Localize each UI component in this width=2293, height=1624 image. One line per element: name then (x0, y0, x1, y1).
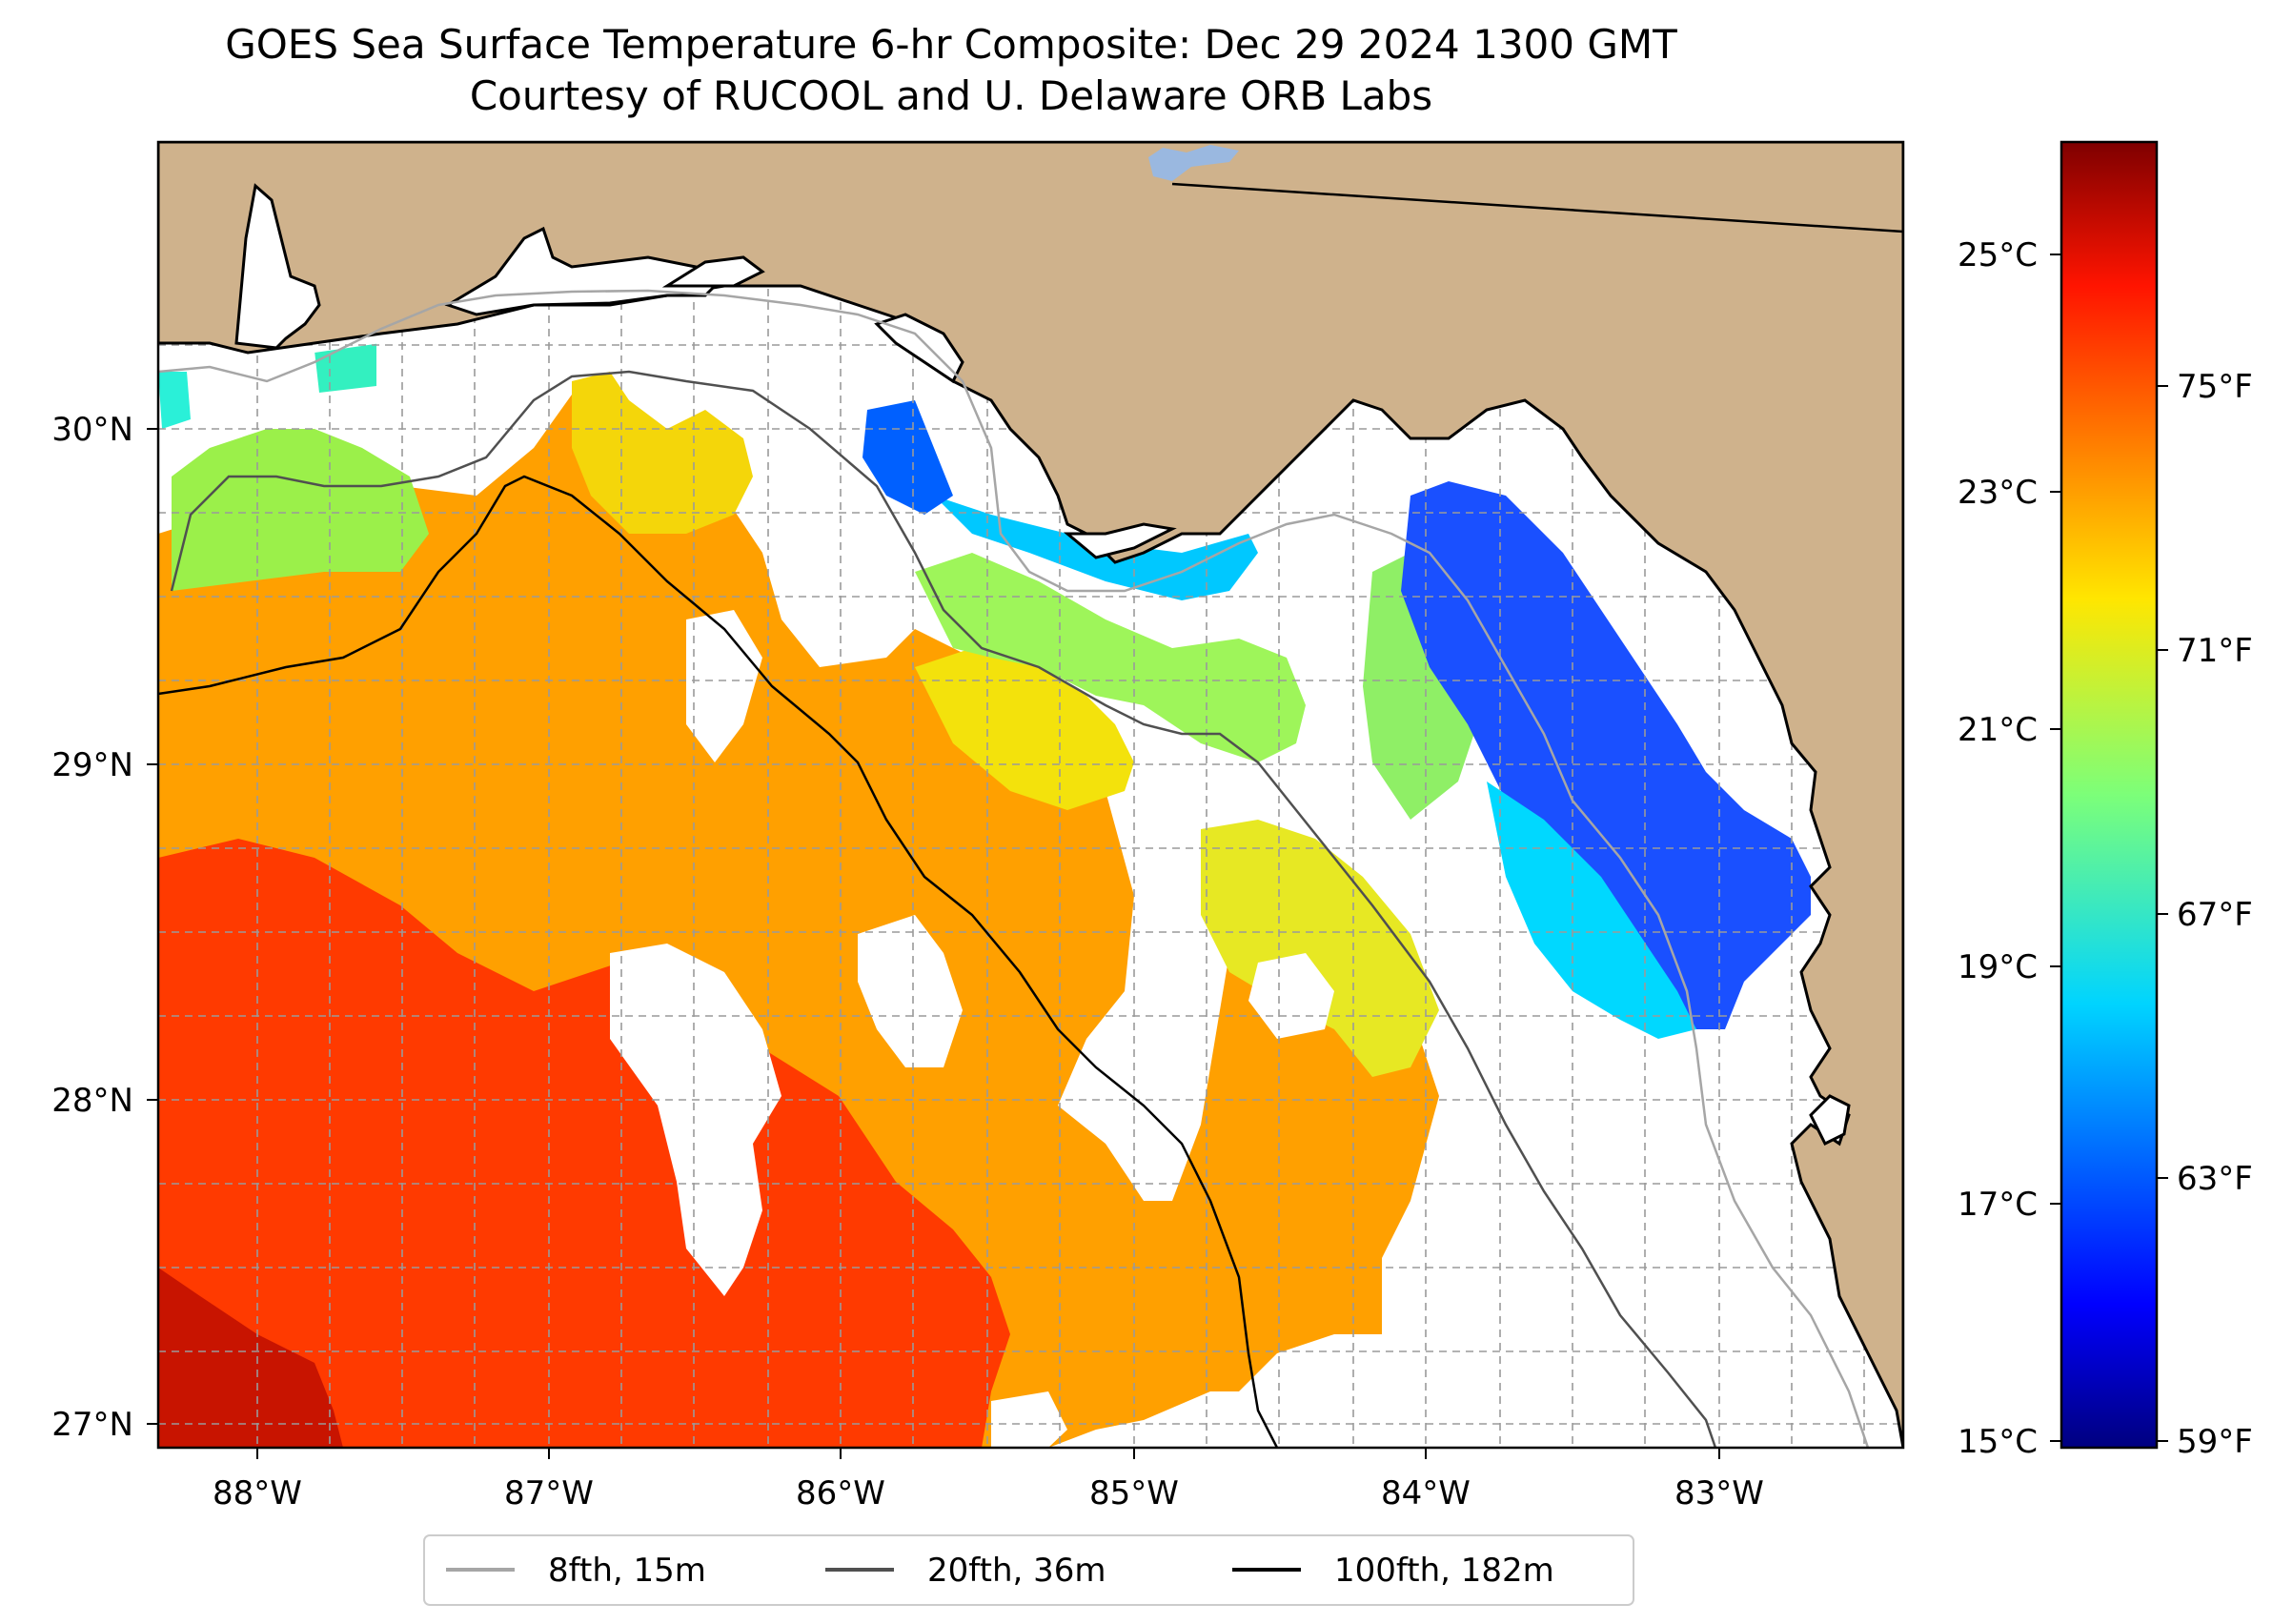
no-data-hole-3 (686, 610, 762, 762)
isobath-8fth-15m (158, 289, 1870, 1448)
lake-marker (1148, 145, 1239, 181)
sst-layer (158, 305, 1811, 1448)
sst-cyan-top-left (158, 372, 191, 429)
tampa-bay (1809, 1094, 1851, 1147)
lat-axis (147, 428, 158, 1425)
lat-tick-label: 30°N (51, 411, 133, 449)
sst-blue-east (1401, 481, 1811, 1029)
lon-tick-label: 87°W (504, 1474, 594, 1512)
sst-yellow-west (572, 372, 753, 534)
lon-tick-label: 85°W (1089, 1474, 1179, 1512)
sst-cyan-east (1487, 782, 1696, 1039)
lon-tick-label: 84°W (1381, 1474, 1471, 1512)
sst-green-west (172, 429, 429, 591)
st-andrew-bay (874, 313, 964, 384)
celsius-tick-label: 17°C (1958, 1186, 2038, 1224)
colorbar-fahrenheit-ticks (2157, 385, 2168, 1442)
lon-axis (256, 1448, 1720, 1459)
fahrenheit-tick-label: 63°F (2177, 1160, 2253, 1198)
legend-box (423, 1534, 1634, 1606)
celsius-tick-label: 21°C (1958, 711, 2038, 749)
map-frame (156, 140, 1905, 1450)
lat-tick-label: 28°N (51, 1082, 133, 1120)
lat-tick-label: 29°N (51, 746, 133, 784)
state-border (1171, 182, 1903, 233)
isobath-100fth-182m (158, 475, 1279, 1448)
sst-yellow-patch (915, 648, 1134, 810)
celsius-tick-label: 25°C (1958, 236, 2038, 274)
map-area (158, 142, 1903, 1448)
no-data-hole-5 (1248, 953, 1334, 1039)
fahrenheit-tick-label: 75°F (2177, 368, 2253, 406)
lon-tick-label: 83°W (1674, 1474, 1764, 1512)
map-subtitle: Courtesy of RUCOOL and U. Delaware ORB L… (469, 72, 1433, 119)
map-title: GOES Sea Surface Temperature 6-hr Compos… (225, 21, 1677, 68)
celsius-tick-label: 19°C (1958, 948, 2038, 986)
sst-green-mid (915, 553, 1306, 762)
colorbar-celsius-ticks (2050, 254, 2061, 1442)
lat-tick-label: 27°N (51, 1406, 133, 1444)
isobath-20fth-36m (170, 370, 1717, 1448)
sst-darkest-red (158, 1268, 343, 1448)
sst-hot-red (158, 839, 1010, 1448)
fahrenheit-tick-label: 59°F (2177, 1423, 2253, 1461)
apalachicola-bay (1063, 522, 1177, 559)
colorbar (2060, 140, 2159, 1450)
no-data-hole-4 (991, 1391, 1067, 1448)
legend-label-8fth: 8fth, 15m (548, 1552, 706, 1590)
lon-tick-label: 88°W (213, 1474, 302, 1512)
mobile-bay (234, 183, 321, 350)
no-data-hole-1 (610, 944, 781, 1296)
pensacola-bay (444, 226, 727, 316)
legend-label-20fth: 20fth, 36m (927, 1552, 1106, 1590)
fahrenheit-tick-label: 71°F (2177, 632, 2253, 670)
sst-yellow-east (1201, 820, 1439, 1077)
lon-tick-label: 86°W (796, 1474, 885, 1512)
legend-label-100fth: 100fth, 182m (1334, 1552, 1554, 1590)
fahrenheit-tick-label: 67°F (2177, 896, 2253, 934)
choctawhatchee-bay (661, 255, 765, 288)
no-data-hole-2 (858, 915, 963, 1067)
legend: 8fth, 15m 20fth, 36m 100fth, 182m (423, 1534, 1634, 1606)
celsius-tick-label: 23°C (1958, 474, 2038, 512)
celsius-tick-label: 15°C (1958, 1423, 2038, 1461)
